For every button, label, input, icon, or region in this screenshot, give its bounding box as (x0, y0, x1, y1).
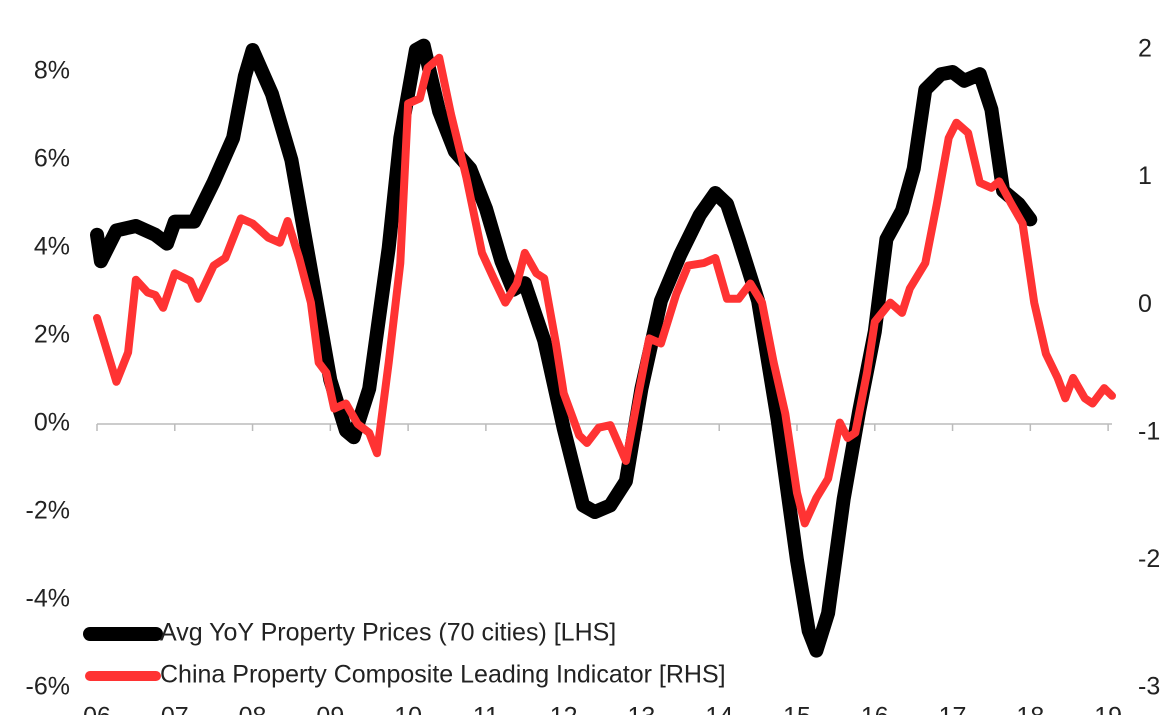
x-tick-label: 10 (394, 703, 422, 715)
x-tick-label: 07 (161, 703, 189, 715)
x-tick-label: 12 (550, 703, 578, 715)
x-tick-label: 14 (705, 703, 733, 715)
x-tick-label: 08 (239, 703, 267, 715)
y-tick-label: -4% (26, 585, 70, 613)
x-tick-label: 11 (473, 703, 499, 715)
y-tick-label: -2% (26, 497, 70, 525)
x-tick-label: 18 (1016, 703, 1044, 715)
x-tick-label: 19 (1094, 703, 1122, 715)
y2-tick-label: -3 (1138, 673, 1160, 701)
y-tick-label: 0% (34, 409, 70, 437)
series-line (93, 53, 1116, 528)
y2-tick-label: 0 (1138, 290, 1152, 318)
y2-tick-label: 2 (1138, 35, 1152, 63)
y-tick-label: 8% (34, 57, 70, 85)
y-tick-label: 4% (34, 233, 70, 261)
y-tick-label: 6% (34, 145, 70, 173)
x-tick-label: 15 (783, 703, 811, 715)
x-tick-label: 16 (861, 703, 889, 715)
y-tick-label: 2% (34, 321, 70, 349)
legend-label: Avg YoY Property Prices (70 cities) [LHS… (160, 619, 616, 647)
y2-tick-label: 1 (1138, 162, 1152, 190)
y2-tick-label: -2 (1138, 545, 1160, 573)
legend-label: China Property Composite Leading Indicat… (160, 661, 726, 689)
x-tick-label: 17 (939, 703, 967, 715)
y-tick-label: -6% (26, 673, 70, 701)
x-tick-label: 06 (83, 703, 111, 715)
x-tick-label: 09 (316, 703, 344, 715)
x-tick-label: 13 (628, 703, 656, 715)
y2-tick-label: -1 (1138, 417, 1160, 445)
series-line (90, 38, 1038, 658)
